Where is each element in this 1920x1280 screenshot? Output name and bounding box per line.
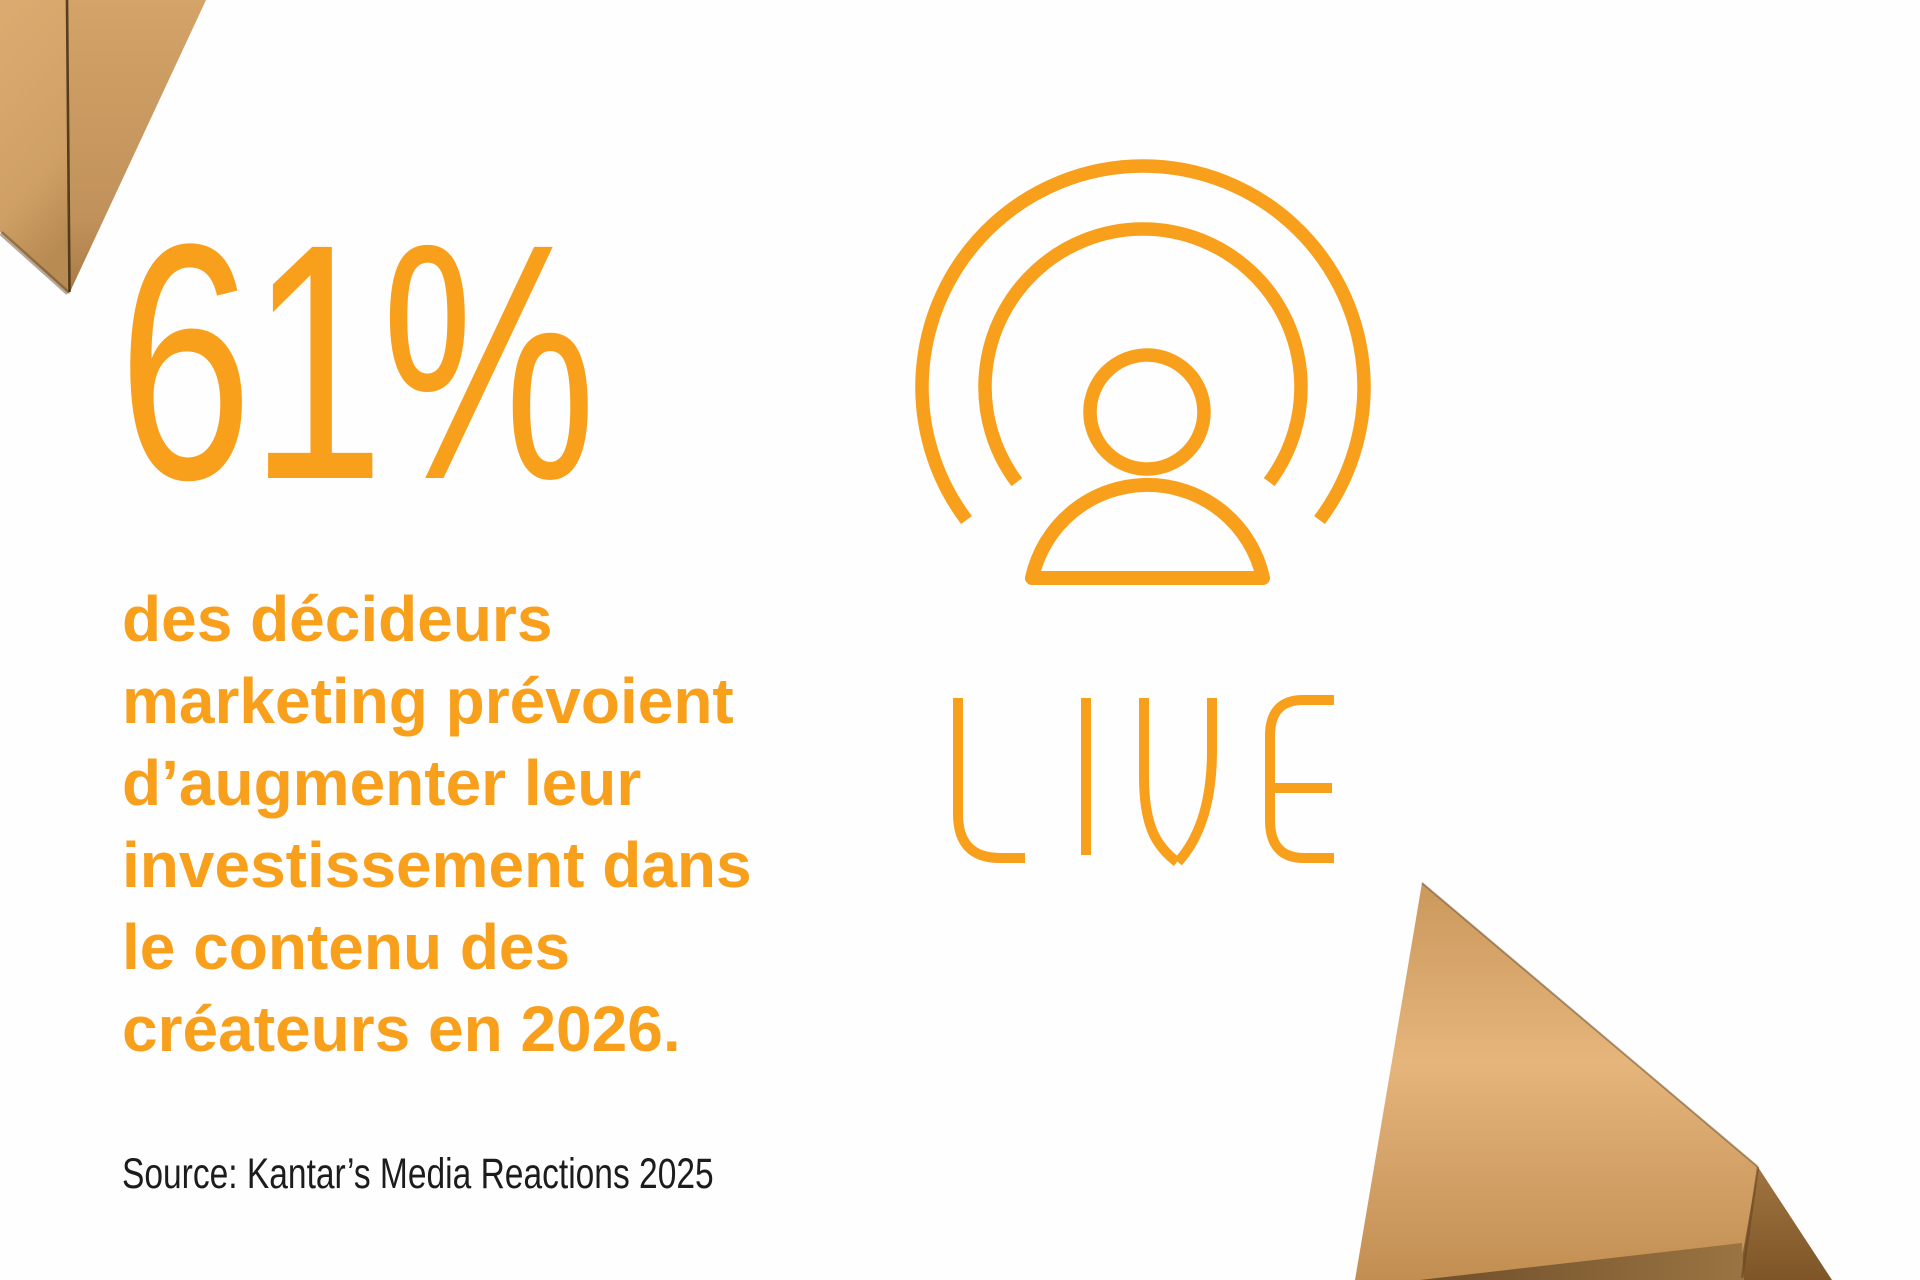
stat-description: des décideurs marketing prévoient d’augm… <box>122 583 752 1065</box>
letter-V <box>1139 698 1217 866</box>
letter-E <box>1265 695 1334 863</box>
gold-pyramid-top-left-decoration <box>0 0 206 295</box>
stat-value: 61% <box>118 175 596 550</box>
source-attribution: Source: Kantar’s Media Reactions 2025 <box>122 1150 714 1198</box>
person-icon <box>1025 348 1270 585</box>
letter-L <box>953 698 1025 863</box>
gold-pyramid-bottom-right-decoration <box>1355 882 1832 1280</box>
broadcast-rings-icon <box>915 159 1371 525</box>
live-wordmark <box>953 695 1334 866</box>
live-broadcast-person-icon <box>915 159 1371 585</box>
